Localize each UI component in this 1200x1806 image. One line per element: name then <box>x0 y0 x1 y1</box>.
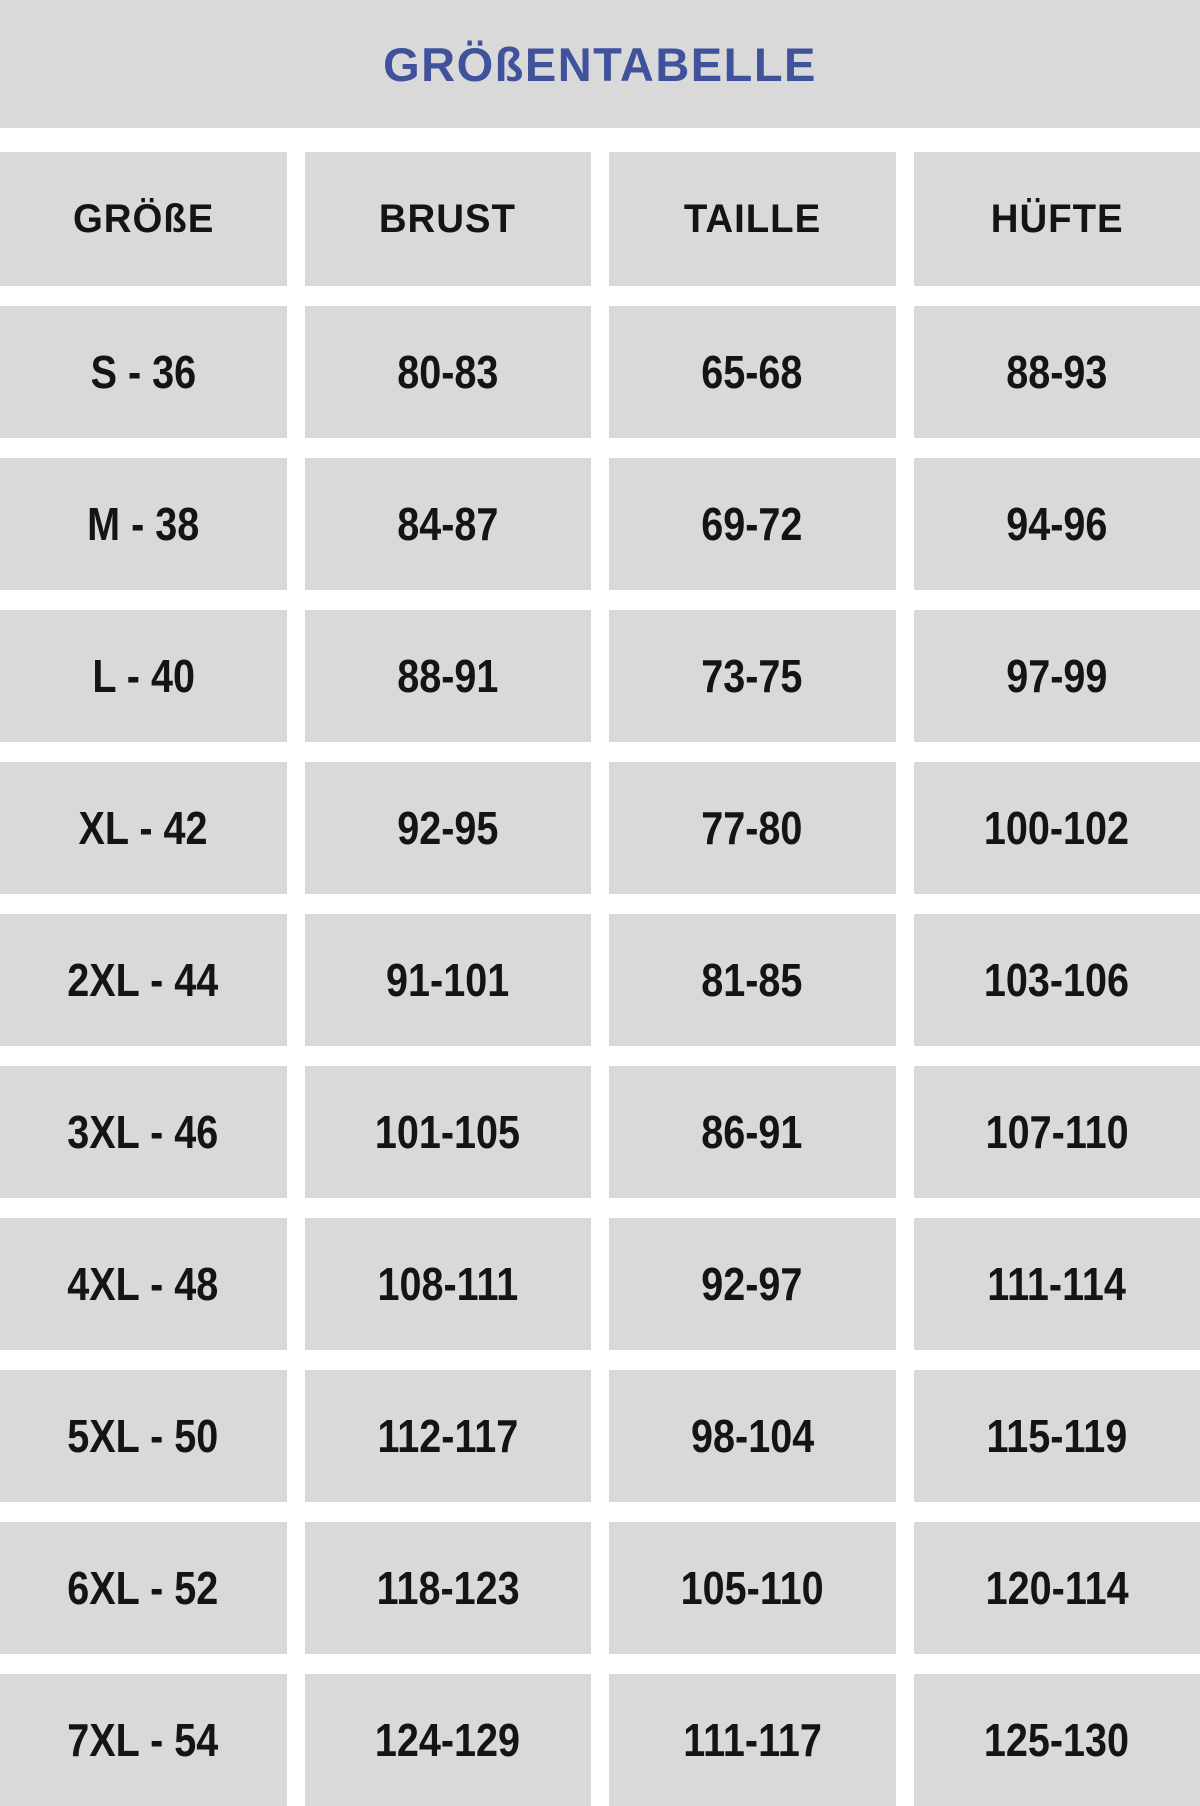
cell-value: 107-110 <box>985 1105 1128 1159</box>
column-header-groesse: GRÖßE <box>0 152 287 286</box>
title-banner: GRÖßENTABELLE <box>0 0 1200 128</box>
cell-value: 92-95 <box>397 801 498 855</box>
cell-value: 91-101 <box>386 953 509 1007</box>
measurement-cell: 69-72 <box>609 458 896 590</box>
column-header-huefte: HÜFTE <box>914 152 1200 286</box>
cell-value: 101-105 <box>375 1105 520 1159</box>
cell-value: 4XL - 48 <box>68 1257 219 1311</box>
cell-value: XL - 42 <box>79 801 208 855</box>
cell-value: 103-106 <box>984 953 1129 1007</box>
cell-value: 112-117 <box>377 1409 518 1463</box>
cell-value: 80-83 <box>397 345 498 399</box>
cell-value: 100-102 <box>984 801 1129 855</box>
size-cell: XL - 42 <box>0 762 287 894</box>
cell-value: 120-114 <box>985 1561 1128 1615</box>
measurement-cell: 98-104 <box>609 1370 896 1502</box>
cell-value: 108-111 <box>377 1257 518 1311</box>
cell-value: 6XL - 52 <box>68 1561 219 1615</box>
measurement-cell: 120-114 <box>914 1522 1200 1654</box>
size-cell: 3XL - 46 <box>0 1066 287 1198</box>
measurement-cell: 94-96 <box>914 458 1200 590</box>
cell-value: L - 40 <box>92 649 195 703</box>
measurement-cell: 88-91 <box>305 610 592 742</box>
measurement-cell: 77-80 <box>609 762 896 894</box>
cell-value: M - 38 <box>87 497 199 551</box>
measurement-cell: 92-95 <box>305 762 592 894</box>
measurement-cell: 103-106 <box>914 914 1200 1046</box>
cell-value: 111-114 <box>987 1257 1126 1311</box>
measurement-cell: 86-91 <box>609 1066 896 1198</box>
measurement-cell: 125-130 <box>914 1674 1200 1806</box>
cell-value: 88-91 <box>397 649 498 703</box>
measurement-cell: 81-85 <box>609 914 896 1046</box>
cell-value: 98-104 <box>691 1409 814 1463</box>
measurement-cell: 105-110 <box>609 1522 896 1654</box>
cell-value: 81-85 <box>702 953 803 1007</box>
measurement-cell: 111-117 <box>609 1674 896 1806</box>
measurement-cell: 92-97 <box>609 1218 896 1350</box>
cell-value: 3XL - 46 <box>68 1105 219 1159</box>
measurement-cell: 101-105 <box>305 1066 592 1198</box>
size-cell: 5XL - 50 <box>0 1370 287 1502</box>
cell-value: 77-80 <box>702 801 803 855</box>
measurement-cell: 80-83 <box>305 306 592 438</box>
size-cell: L - 40 <box>0 610 287 742</box>
size-cell: M - 38 <box>0 458 287 590</box>
measurement-cell: 91-101 <box>305 914 592 1046</box>
cell-value: 92-97 <box>702 1257 803 1311</box>
cell-value: 65-68 <box>702 345 803 399</box>
cell-value: 118-123 <box>376 1561 519 1615</box>
measurement-cell: 118-123 <box>305 1522 592 1654</box>
measurement-cell: 115-119 <box>914 1370 1200 1502</box>
cell-value: 125-130 <box>984 1713 1129 1767</box>
column-header-brust: BRUST <box>305 152 592 286</box>
size-table: GRÖßE BRUST TAILLE HÜFTE S - 36 80-83 65-68 88-… <box>0 152 1200 1806</box>
cell-value: 94-96 <box>1006 497 1107 551</box>
cell-value: 88-93 <box>1006 345 1107 399</box>
measurement-cell: 107-110 <box>914 1066 1200 1198</box>
measurement-cell: 84-87 <box>305 458 592 590</box>
cell-value: S - 36 <box>90 345 196 399</box>
measurement-cell: 108-111 <box>305 1218 592 1350</box>
measurement-cell: 100-102 <box>914 762 1200 894</box>
size-cell: 4XL - 48 <box>0 1218 287 1350</box>
column-header-label: BRUST <box>379 197 516 242</box>
size-cell: 7XL - 54 <box>0 1674 287 1806</box>
cell-value: 111-117 <box>683 1713 822 1767</box>
cell-value: 124-129 <box>375 1713 520 1767</box>
cell-value: 7XL - 54 <box>68 1713 219 1767</box>
measurement-cell: 112-117 <box>305 1370 592 1502</box>
cell-value: 105-110 <box>681 1561 824 1615</box>
size-cell: 2XL - 44 <box>0 914 287 1046</box>
cell-value: 115-119 <box>986 1409 1127 1463</box>
column-header-label: HÜFTE <box>990 197 1123 242</box>
cell-value: 5XL - 50 <box>68 1409 219 1463</box>
size-cell: 6XL - 52 <box>0 1522 287 1654</box>
size-cell: S - 36 <box>0 306 287 438</box>
measurement-cell: 65-68 <box>609 306 896 438</box>
measurement-cell: 73-75 <box>609 610 896 742</box>
cell-value: 84-87 <box>397 497 498 551</box>
column-header-label: TAILLE <box>684 197 821 242</box>
cell-value: 73-75 <box>702 649 803 703</box>
cell-value: 86-91 <box>702 1105 803 1159</box>
measurement-cell: 124-129 <box>305 1674 592 1806</box>
column-header-label: GRÖßE <box>73 197 214 242</box>
measurement-cell: 111-114 <box>914 1218 1200 1350</box>
cell-value: 2XL - 44 <box>68 953 219 1007</box>
column-header-taille: TAILLE <box>609 152 896 286</box>
measurement-cell: 88-93 <box>914 306 1200 438</box>
cell-value: 97-99 <box>1006 649 1107 703</box>
measurement-cell: 97-99 <box>914 610 1200 742</box>
page-title: GRÖßENTABELLE <box>383 37 817 92</box>
cell-value: 69-72 <box>702 497 803 551</box>
